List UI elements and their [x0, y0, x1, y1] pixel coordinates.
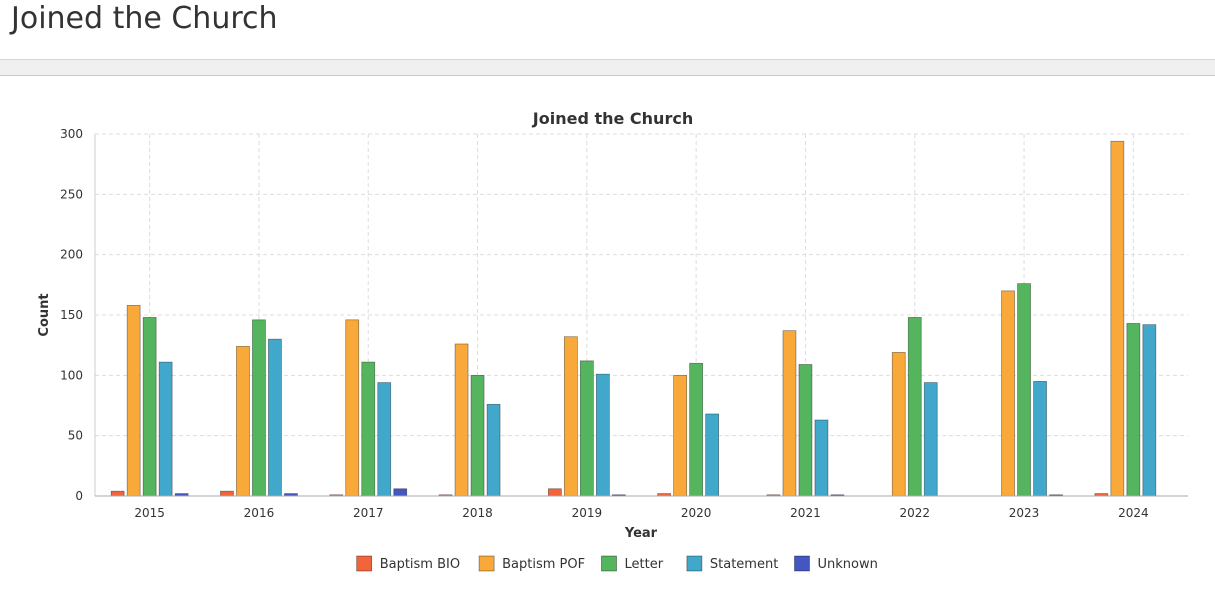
bar-baptism-pof[interactable]	[1110, 140, 1125, 497]
x-tick-label: 2023	[1009, 506, 1040, 520]
legend-swatch	[686, 555, 703, 572]
bar-baptism-bio[interactable]	[220, 490, 234, 497]
legend-label: Baptism BIO	[380, 557, 460, 572]
bar-letter[interactable]	[1126, 323, 1141, 497]
bar-baptism-pof[interactable]	[563, 336, 578, 497]
legend-item-baptism-pof[interactable]: Baptism POF	[478, 555, 585, 572]
legend-swatch	[356, 555, 373, 572]
legend-item-letter[interactable]: Letter	[601, 555, 664, 572]
bar-baptism-pof[interactable]	[236, 346, 250, 497]
x-tick-label: 2024	[1118, 506, 1149, 520]
bar-letter[interactable]	[579, 360, 594, 497]
legend-label: Unknown	[818, 557, 878, 572]
toolbar-strip	[0, 59, 1215, 76]
legend-item-baptism-bio[interactable]: Baptism BIO	[356, 555, 460, 572]
bar-statement[interactable]	[268, 338, 282, 497]
axis-layer: 0 50 100 150 200 250 300 2015 2016 2017 2018 2019 20…	[60, 127, 1188, 520]
bar-baptism-pof[interactable]	[673, 374, 688, 497]
bar-baptism-pof[interactable]	[1001, 290, 1015, 497]
bar-letter[interactable]	[798, 364, 813, 497]
y-tick-label: 250	[60, 187, 83, 201]
legend-item-statement[interactable]: Statement	[686, 555, 778, 572]
legend-swatch	[794, 555, 810, 572]
bar-chart: Joined the Church 0 50 100 150 200 250 300 2015…	[37, 109, 1188, 572]
page-header: Joined the Church	[0, 0, 1215, 60]
legend-label: Letter	[625, 557, 664, 572]
bar-baptism-bio[interactable]	[110, 490, 125, 497]
legend-swatch	[478, 555, 495, 572]
y-tick-label: 200	[60, 248, 83, 262]
y-tick-label: 300	[60, 127, 83, 141]
bar-statement[interactable]	[923, 382, 938, 497]
bar-baptism-pof[interactable]	[345, 319, 360, 497]
x-tick-label: 2018	[462, 506, 493, 520]
bar-letter[interactable]	[252, 319, 266, 497]
x-tick-label: 2015	[134, 506, 165, 520]
bar-baptism-pof[interactable]	[782, 330, 797, 497]
x-tick-label: 2017	[353, 506, 384, 520]
x-tick-label: 2022	[899, 506, 930, 520]
bar-baptism-pof[interactable]	[454, 343, 469, 497]
chart-panel: Joined the Church 0 50 100 150 200 250 300 2015…	[0, 76, 1215, 587]
bar-baptism-pof[interactable]	[126, 304, 141, 497]
bar-statement[interactable]	[814, 419, 829, 497]
legend-swatch	[601, 555, 617, 572]
x-tick-label: 2021	[790, 506, 821, 520]
legend-label: Statement	[710, 557, 778, 572]
chart-title: Joined the Church	[532, 109, 693, 128]
y-tick-label: 100	[60, 368, 83, 382]
y-axis-label: Count	[37, 293, 52, 336]
bar-statement[interactable]	[595, 373, 610, 497]
y-tick-label: 50	[68, 429, 83, 443]
x-tick-label: 2020	[681, 506, 712, 520]
x-axis-label: Year	[624, 526, 658, 541]
x-tick-label: 2019	[572, 506, 603, 520]
bar-statement[interactable]	[1033, 381, 1047, 497]
y-tick-label: 0	[75, 489, 83, 503]
bar-letter[interactable]	[907, 317, 922, 497]
bar-statement[interactable]	[377, 382, 392, 497]
bar-letter[interactable]	[689, 362, 704, 497]
bars-layer	[110, 140, 1157, 497]
legend: Baptism BIO Baptism POF Letter Statement Unk…	[356, 555, 878, 572]
bar-letter[interactable]	[1017, 283, 1031, 497]
legend-item-unknown[interactable]: Unknown	[794, 555, 878, 572]
bar-letter[interactable]	[470, 374, 485, 497]
bar-statement[interactable]	[158, 361, 173, 497]
bar-baptism-pof[interactable]	[891, 352, 906, 497]
x-tick-label: 2016	[244, 506, 275, 520]
bar-letter[interactable]	[142, 317, 157, 497]
bar-unknown[interactable]	[393, 488, 408, 497]
y-tick-label: 150	[60, 308, 83, 322]
legend-label: Baptism POF	[502, 557, 585, 572]
bar-statement[interactable]	[705, 413, 720, 497]
bar-baptism-bio[interactable]	[547, 488, 562, 497]
page-title: Joined the Church	[11, 1, 278, 36]
bar-statement[interactable]	[486, 403, 501, 497]
bar-letter[interactable]	[361, 361, 376, 497]
bar-statement[interactable]	[1142, 324, 1157, 497]
